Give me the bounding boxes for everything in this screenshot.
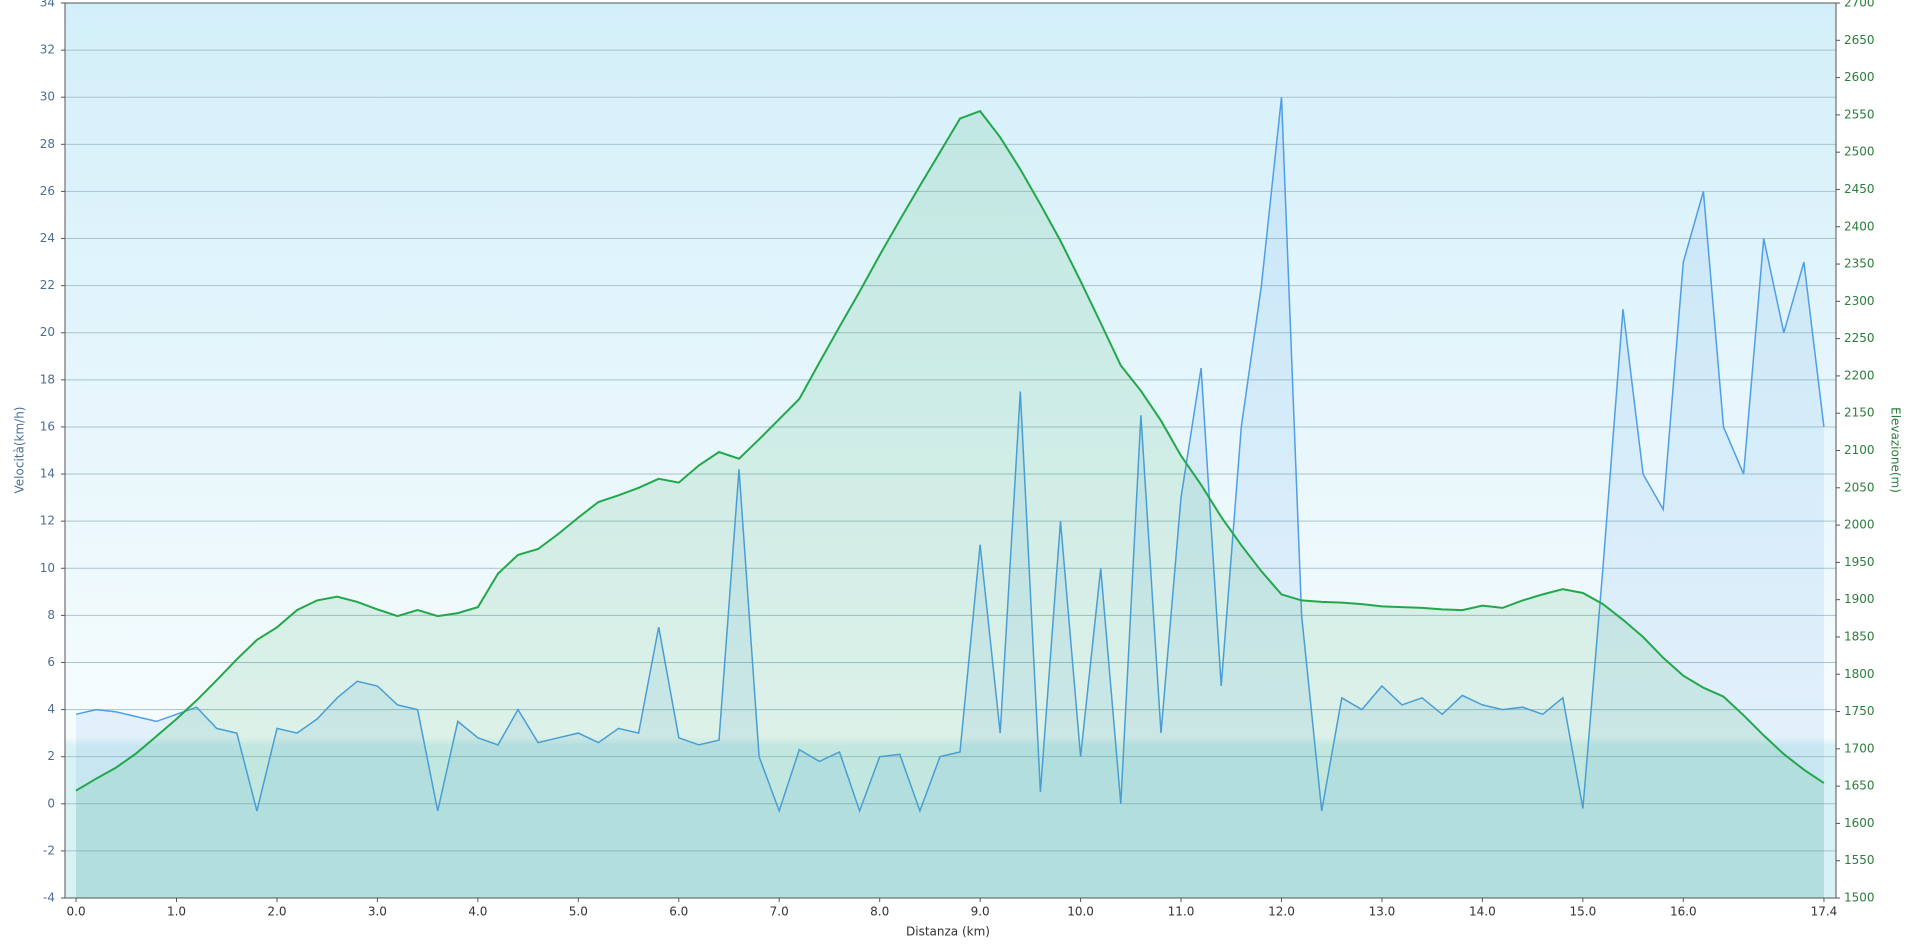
y2-tick-label: 2100 bbox=[1844, 443, 1875, 457]
y-tick-label: 12 bbox=[40, 514, 55, 528]
x-tick-label: 1.0 bbox=[167, 905, 186, 919]
y2-tick-label: 2150 bbox=[1844, 406, 1875, 420]
y2-tick-label: 2500 bbox=[1844, 145, 1875, 159]
x-tick-label: 10.0 bbox=[1067, 905, 1094, 919]
x-tick-label: 7.0 bbox=[770, 905, 789, 919]
y2-tick-label: 2700 bbox=[1844, 0, 1875, 10]
y2-tick-label: 2600 bbox=[1844, 70, 1875, 84]
y2-tick-label: 2400 bbox=[1844, 219, 1875, 233]
y-tick-label: 30 bbox=[40, 90, 55, 104]
x-tick-label: 13.0 bbox=[1369, 905, 1396, 919]
y-tick-label: 22 bbox=[40, 278, 55, 292]
x-tick-label: 16.0 bbox=[1670, 905, 1697, 919]
y2-tick-label: 1800 bbox=[1844, 667, 1875, 681]
x-axis-title: Distanza (km) bbox=[906, 925, 990, 939]
y-tick-label: 4 bbox=[47, 702, 55, 716]
y2-tick-label: 2200 bbox=[1844, 368, 1875, 382]
area-fill bbox=[76, 111, 1824, 899]
x-tick-label: 2.0 bbox=[267, 905, 286, 919]
x-tick-label: 6.0 bbox=[669, 905, 688, 919]
y2-tick-label: 2450 bbox=[1844, 182, 1875, 196]
y2-tick-label: 2550 bbox=[1844, 107, 1875, 121]
series-line bbox=[75, 109, 1825, 792]
y2-tick-label: 1950 bbox=[1844, 555, 1875, 569]
plot-background bbox=[65, 3, 1836, 898]
x-tick-label: 14.0 bbox=[1469, 905, 1496, 919]
x-tick-label: 11.0 bbox=[1168, 905, 1195, 919]
series-line bbox=[75, 97, 1825, 814]
y-tick-label: -2 bbox=[43, 843, 55, 857]
y-tick-label: 10 bbox=[40, 561, 55, 575]
y-axis-title: Velocità(km/h) bbox=[13, 407, 27, 494]
y-tick-label: 32 bbox=[40, 43, 55, 57]
y2-tick-label: 2650 bbox=[1844, 33, 1875, 47]
y-tick-label: -4 bbox=[43, 891, 55, 905]
y2-tick-label: 1550 bbox=[1844, 853, 1875, 867]
y2-tick-label: 2350 bbox=[1844, 257, 1875, 271]
y-tick-label: 28 bbox=[40, 137, 55, 151]
x-tick-label: 9.0 bbox=[971, 905, 990, 919]
x-tick-label: 15.0 bbox=[1569, 905, 1596, 919]
y2-tick-label: 1650 bbox=[1844, 779, 1875, 793]
area-fill bbox=[76, 97, 1824, 898]
y2-axis-title: Elevazione(m) bbox=[1889, 407, 1903, 493]
y-tick-label: 18 bbox=[40, 372, 55, 386]
x-tick-label: 8.0 bbox=[870, 905, 889, 919]
y2-tick-label: 1600 bbox=[1844, 816, 1875, 830]
y2-tick-label: 1750 bbox=[1844, 704, 1875, 718]
y-tick-label: 2 bbox=[47, 749, 55, 763]
y2-tick-label: 1500 bbox=[1844, 891, 1875, 905]
y2-tick-label: 1900 bbox=[1844, 592, 1875, 606]
y-tick-label: 8 bbox=[47, 608, 55, 622]
x-tick-label: 4.0 bbox=[468, 905, 487, 919]
y2-tick-label: 2250 bbox=[1844, 331, 1875, 345]
y-tick-label: 26 bbox=[40, 184, 55, 198]
y-tick-label: 16 bbox=[40, 419, 55, 433]
y2-tick-label: 2000 bbox=[1844, 518, 1875, 532]
y-tick-label: 20 bbox=[40, 325, 55, 339]
x-tick-label: 12.0 bbox=[1268, 905, 1295, 919]
y-tick-label: 14 bbox=[40, 467, 55, 481]
x-tick-label: 17.4 bbox=[1811, 905, 1838, 919]
y2-tick-label: 2050 bbox=[1844, 480, 1875, 494]
y2-tick-label: 1850 bbox=[1844, 629, 1875, 643]
y-tick-label: 0 bbox=[47, 796, 55, 810]
x-tick-label: 5.0 bbox=[569, 905, 588, 919]
x-tick-label: 0.0 bbox=[67, 905, 86, 919]
y2-tick-label: 1700 bbox=[1844, 741, 1875, 755]
x-tick-label: 3.0 bbox=[368, 905, 387, 919]
y-tick-label: 34 bbox=[40, 0, 55, 10]
y-tick-label: 6 bbox=[47, 655, 55, 669]
y-tick-label: 24 bbox=[40, 231, 55, 245]
y2-tick-label: 2300 bbox=[1844, 294, 1875, 308]
